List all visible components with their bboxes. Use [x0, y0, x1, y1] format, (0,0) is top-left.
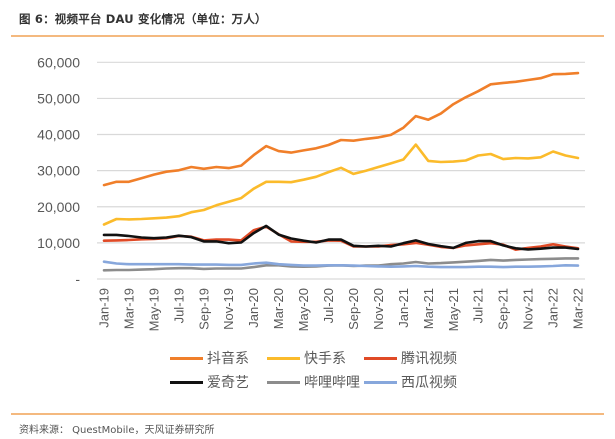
y-axis-ticks: - 10,000 20,000 30,000 40,000 50,000 60,000 — [37, 54, 80, 287]
x-tick-label: Jan-19 — [97, 288, 112, 328]
legend-row: 抖音系 快手系 腾讯视频 — [170, 346, 470, 370]
x-tick-label: May-20 — [296, 288, 311, 331]
x-tick-label: Jan-21 — [396, 288, 411, 328]
legend-swatch — [170, 356, 203, 360]
legend-label: 快手系 — [304, 351, 346, 367]
legend-item-xigua-video: 西瓜视频 — [364, 372, 461, 392]
legend-label: 抖音系 — [207, 351, 249, 367]
y-tick-label: 40,000 — [37, 127, 80, 143]
legend-row: 爱奇艺 哔哩哔哩 西瓜视频 — [170, 370, 470, 394]
chart-legend: 抖音系 快手系 腾讯视频 爱奇艺 哔哩哔哩 西瓜视频 — [170, 346, 470, 394]
series-lines — [102, 71, 580, 272]
figure-title: 图 6：视频平台 DAU 变化情况（单位：万人） — [19, 12, 267, 26]
series-line-抖音系 — [102, 71, 580, 187]
x-tick-label: Jan-20 — [246, 288, 261, 328]
x-tick-label: May-21 — [446, 288, 461, 331]
legend-swatch — [364, 356, 397, 360]
legend-label: 西瓜视频 — [401, 375, 457, 391]
title-divider — [11, 35, 604, 37]
legend-swatch — [267, 380, 300, 384]
legend-item-douyin: 抖音系 — [170, 348, 267, 368]
x-tick-label: Mar-22 — [571, 288, 586, 329]
legend-swatch — [170, 380, 203, 384]
legend-label: 腾讯视频 — [401, 351, 457, 367]
x-tick-label: Sep-20 — [346, 288, 361, 330]
x-tick-label: Sep-21 — [496, 288, 511, 330]
y-tick-label: 60,000 — [37, 54, 80, 70]
x-tick-label: Mar-20 — [271, 288, 286, 329]
legend-item-iqiyi: 爱奇艺 — [170, 372, 267, 392]
legend-label: 爱奇艺 — [207, 375, 249, 391]
y-tick-label: 20,000 — [37, 199, 80, 215]
source-note: 资料来源： QuestMobile，天风证券研究所 — [19, 425, 215, 436]
x-tick-label: Nov-21 — [521, 288, 536, 330]
y-tick-label: 30,000 — [37, 163, 80, 179]
source-divider — [11, 413, 604, 415]
series-line-快手系 — [102, 143, 580, 226]
legend-item-tencent-video: 腾讯视频 — [364, 348, 461, 368]
legend-swatch — [267, 356, 300, 360]
x-tick-label: Nov-19 — [221, 288, 236, 330]
legend-item-bilibili: 哔哩哔哩 — [267, 372, 364, 392]
x-tick-label: Jul-20 — [321, 288, 336, 323]
x-tick-label: Sep-19 — [196, 288, 211, 330]
x-tick-label: Mar-21 — [421, 288, 436, 329]
y-tick-label: - — [75, 271, 80, 287]
x-tick-label: Jan-22 — [546, 288, 561, 328]
x-tick-label: Jul-19 — [171, 288, 186, 323]
y-tick-label: 10,000 — [37, 235, 80, 251]
x-tick-label: Nov-20 — [371, 288, 386, 330]
x-tick-label: Jul-21 — [471, 288, 486, 323]
legend-swatch — [364, 380, 397, 384]
series-line-爱奇艺 — [102, 224, 580, 251]
x-tick-label: Mar-19 — [121, 288, 136, 329]
x-axis-ticks: Jan-19 Mar-19 May-19 Jul-19 Sep-19 Nov-19 Jan-… — [97, 288, 586, 331]
legend-item-kuaishou: 快手系 — [267, 348, 364, 368]
y-tick-label: 50,000 — [37, 90, 80, 106]
series-line-西瓜视频 — [102, 260, 580, 269]
legend-label: 哔哩哔哩 — [304, 375, 360, 391]
x-tick-label: May-19 — [146, 288, 161, 331]
